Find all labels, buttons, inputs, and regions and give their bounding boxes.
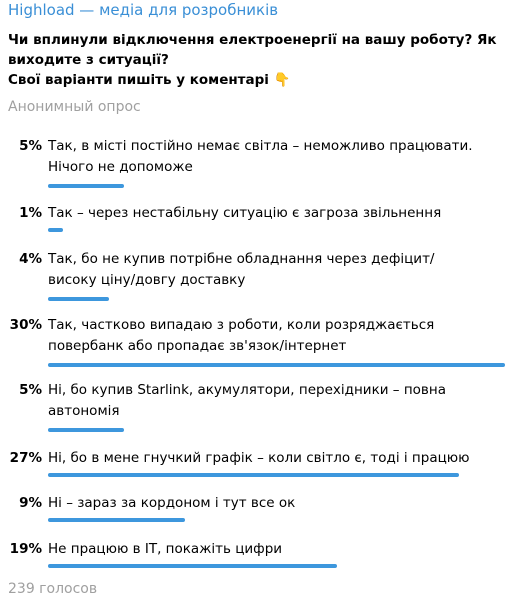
- option-text[interactable]: Не працюю в IT, покажіть цифри: [48, 541, 283, 557]
- option-text[interactable]: Ні, бо в мене гнучкий графік – коли світ…: [48, 450, 470, 466]
- option-bar: [48, 518, 186, 522]
- option-text[interactable]: Так, в місті постійно немає світла – нем…: [48, 138, 473, 154]
- option-text[interactable]: автономія: [48, 403, 120, 419]
- option-percent: 30%: [9, 317, 42, 333]
- option-bar: [48, 184, 125, 188]
- option-bar: [48, 473, 460, 477]
- poll-type: Анонимный опрос: [8, 99, 141, 115]
- question-line: Чи вплинули відключення електроенергії н…: [8, 32, 497, 48]
- option-text[interactable]: Так, бо не купив потрібне обладнання чер…: [48, 251, 435, 267]
- option-text[interactable]: Нічого не допоможе: [48, 159, 193, 175]
- question-line: Свої варіанти пишіть у коментарі 👇: [8, 72, 291, 88]
- question-line: виходите з ситуації?: [8, 52, 169, 68]
- option-bar: [48, 228, 64, 232]
- option-percent: 4%: [19, 251, 42, 267]
- option-percent: 1%: [19, 205, 42, 221]
- option-percent: 9%: [19, 495, 42, 511]
- option-percent: 19%: [9, 541, 42, 557]
- option-text[interactable]: Так, частково випадаю з роботи, коли роз…: [48, 317, 435, 333]
- option-percent: 27%: [9, 450, 42, 466]
- option-percent: 5%: [19, 382, 42, 398]
- option-text[interactable]: Так – через нестабільну ситуацію є загро…: [48, 205, 442, 221]
- option-bar: [48, 428, 125, 432]
- option-bar: [48, 297, 109, 301]
- option-text[interactable]: Ні – зараз за кордоном і тут все ок: [48, 495, 296, 511]
- option-bar: [48, 564, 338, 568]
- vote-count: 239 голосов: [8, 581, 98, 597]
- option-bar: [48, 363, 505, 367]
- channel-name[interactable]: Highload — медіа для розробників: [8, 1, 279, 19]
- option-percent: 5%: [19, 138, 42, 154]
- option-text[interactable]: високу ціну/довгу доставку: [48, 272, 246, 288]
- option-text[interactable]: повербанк або пропадає зв'язок/інтернет: [48, 338, 347, 354]
- option-text[interactable]: Ні, бо купив Starlink, акумулятори, пере…: [48, 382, 446, 398]
